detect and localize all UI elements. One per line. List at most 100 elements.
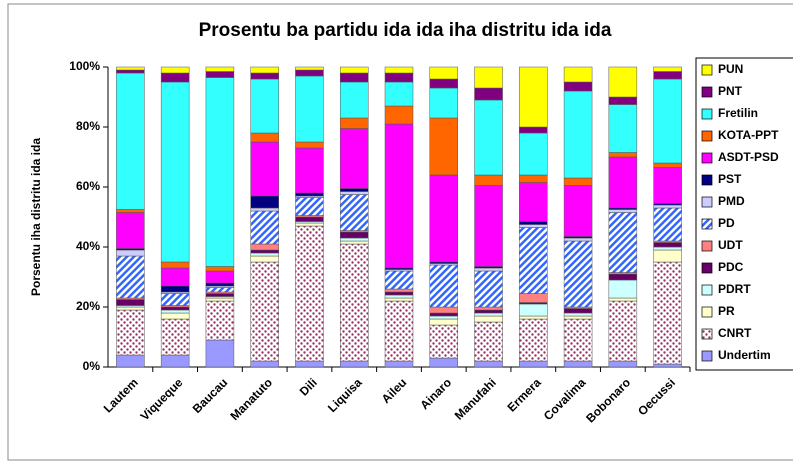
y-tick-label: 100%	[69, 59, 100, 73]
bar-segment	[205, 66, 235, 72]
bar-segment	[563, 315, 593, 320]
bar-segment	[339, 243, 369, 362]
legend-swatch	[701, 108, 713, 120]
bar-segment	[608, 66, 638, 98]
bar-segment	[339, 194, 369, 231]
legend-swatch	[701, 86, 713, 98]
bar-segment	[608, 212, 638, 273]
legend-label: PR	[718, 304, 735, 318]
bar-segment	[295, 69, 324, 77]
bar-segment	[160, 293, 190, 306]
bar-segment	[384, 288, 414, 293]
y-axis-label: Porsentu iha distritu ida ida	[29, 138, 43, 296]
bar-segment	[474, 306, 503, 311]
bar-segment	[205, 77, 235, 267]
y-tick-label: 20%	[76, 299, 100, 313]
bar-segment	[653, 162, 682, 168]
bar-segment	[474, 87, 503, 101]
bar-segment	[250, 132, 279, 143]
bar-segment	[250, 66, 279, 74]
bar-segment	[160, 306, 190, 311]
bar-segment	[653, 78, 682, 164]
bar-segment	[250, 249, 279, 254]
legend-label: PUN	[718, 62, 743, 76]
bar-segment	[384, 105, 414, 125]
bar-segment	[563, 360, 593, 368]
bar-segment	[339, 117, 369, 129]
legend-swatch	[701, 64, 713, 76]
bar-segment	[295, 216, 324, 222]
bar-segment	[116, 354, 145, 368]
bar-segment	[429, 78, 459, 89]
bar-segment	[250, 252, 279, 257]
bar-segment	[563, 90, 593, 179]
bar-segment	[116, 66, 145, 71]
bar-segment	[250, 78, 279, 134]
bar-segment	[608, 360, 638, 368]
bar-segment	[160, 318, 190, 356]
bar-segment	[160, 66, 190, 74]
bar-segment	[339, 188, 369, 192]
bar-segment	[250, 72, 279, 80]
legend-swatch	[701, 306, 713, 318]
legend-box	[695, 57, 793, 371]
bar-segment	[519, 174, 548, 183]
bar-segment	[205, 287, 235, 293]
bar-segment	[653, 246, 682, 251]
bar-segment	[474, 315, 503, 323]
bar-segment	[653, 204, 682, 209]
bar-segment	[519, 303, 548, 317]
bar-segment	[384, 291, 414, 296]
bar-segment	[563, 237, 593, 242]
bar-segment	[160, 261, 190, 269]
bar-segment	[474, 360, 503, 368]
legend-label: Undertim	[718, 348, 771, 362]
bar-segment	[205, 339, 235, 368]
bar-segment	[429, 117, 459, 176]
bar-segment	[205, 297, 235, 302]
bar-segment	[474, 309, 503, 314]
y-tick-label: 60%	[76, 179, 100, 193]
bar-segment	[563, 185, 593, 237]
bar-segment	[339, 231, 369, 239]
bar-segment	[205, 293, 235, 297]
legend-label: UDT	[718, 238, 743, 252]
bar-segment	[563, 318, 593, 362]
bar-segment	[519, 126, 548, 134]
bar-segment	[474, 312, 503, 317]
bar-segment	[116, 255, 145, 299]
legend-swatch	[701, 328, 713, 340]
bar-segment	[519, 315, 548, 320]
legend-label: PDRT	[718, 282, 751, 296]
bar-segment	[339, 81, 369, 119]
bar-segment	[519, 227, 548, 294]
legend-swatch	[701, 218, 713, 230]
y-tick-label: 0%	[83, 359, 101, 373]
bar-segment	[519, 224, 548, 228]
bar-segment	[474, 270, 503, 308]
bar-segment	[384, 300, 414, 362]
bar-segment	[653, 66, 682, 72]
legend-swatch	[701, 262, 713, 274]
bar-segment	[116, 306, 145, 311]
legend-label: PST	[718, 172, 742, 186]
bar-segment	[653, 71, 682, 80]
bar-segment	[474, 66, 503, 89]
bar-segment	[563, 66, 593, 83]
bar-segment	[653, 242, 682, 248]
bar-segment	[429, 87, 459, 119]
bar-segment	[563, 308, 593, 314]
bar-segment	[653, 363, 682, 368]
bar-segment	[116, 212, 145, 249]
bar-segment	[429, 357, 459, 368]
bar-segment	[563, 312, 593, 317]
bar-segment	[608, 279, 638, 299]
bar-segment	[295, 360, 324, 368]
bar-segment	[429, 66, 459, 80]
y-tick-label: 80%	[76, 119, 100, 133]
bar-segment	[160, 354, 190, 368]
legend-label: CNRT	[718, 326, 752, 340]
bar-segment	[653, 261, 682, 365]
bar-segment	[295, 222, 324, 227]
